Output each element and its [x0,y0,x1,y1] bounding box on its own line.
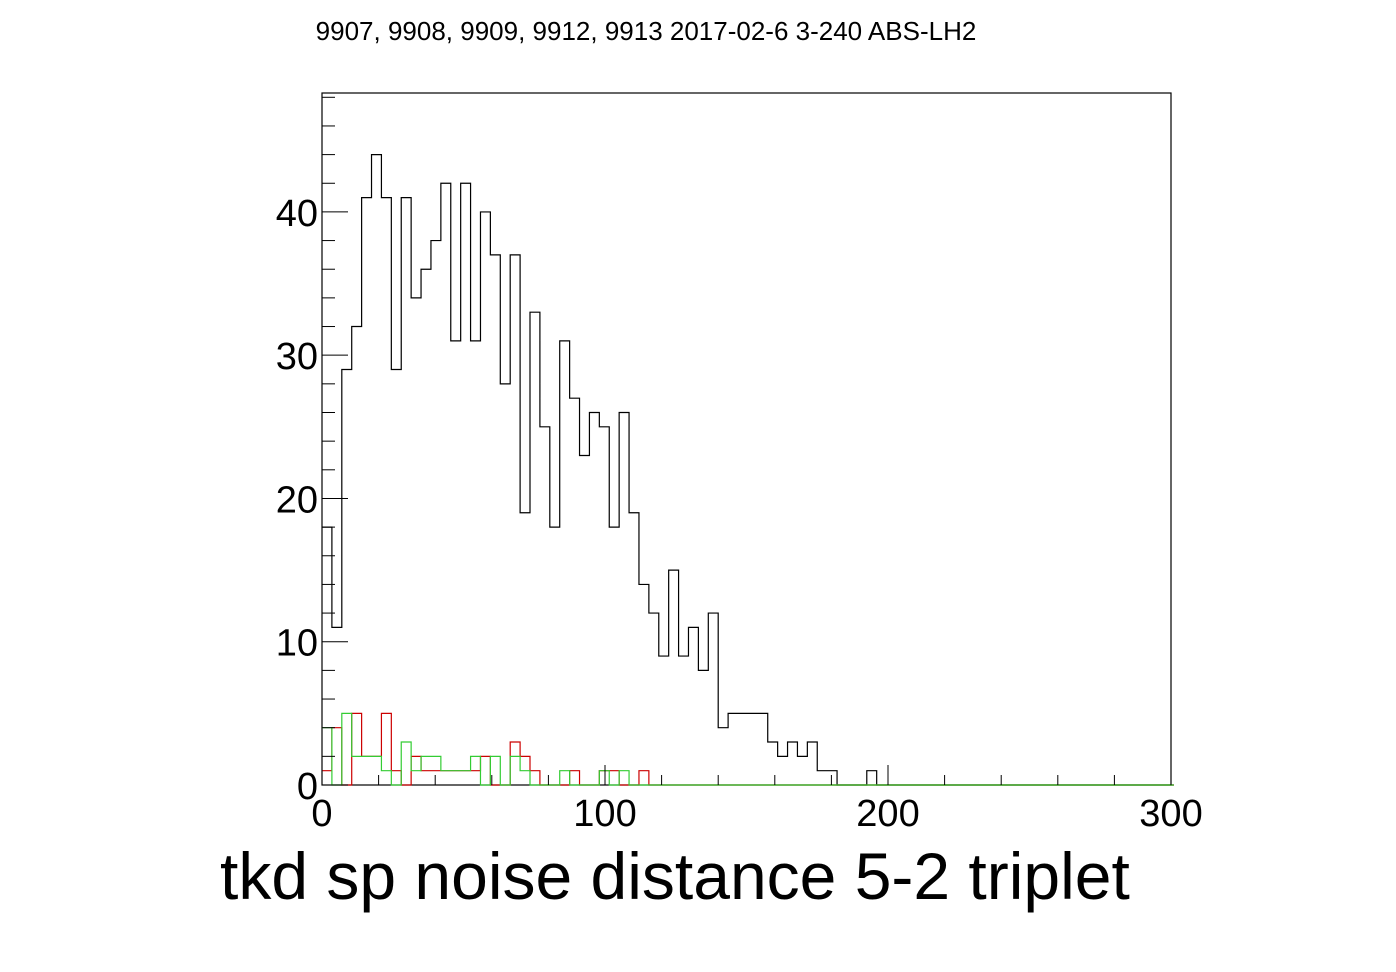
y-tick-label: 20 [276,479,318,521]
x-tick-label: 100 [573,793,636,835]
y-tick-label: 30 [276,336,318,378]
histogram-series-1 [322,154,1174,786]
y-tick-label: 0 [297,766,318,808]
histogram-series-2 [322,712,1174,786]
axis-layer: 0 10 20 30 40 0 100 200 300 [276,96,1203,835]
x-tick-label: 300 [1139,793,1202,835]
x-axis-label: tkd sp noise distance 5-2 triplet [220,839,1130,913]
y-tick-label: 10 [276,623,318,665]
chart-title: 9907, 9908, 9909, 9912, 9913 2017-02-6 3… [315,16,977,46]
x-tick-label: 200 [856,793,919,835]
y-tick-label: 40 [276,193,318,235]
histogram-series-3 [322,712,1174,786]
x-tick-label: 0 [311,793,332,835]
plot-frame [321,92,1172,786]
series-layer [322,154,1174,786]
